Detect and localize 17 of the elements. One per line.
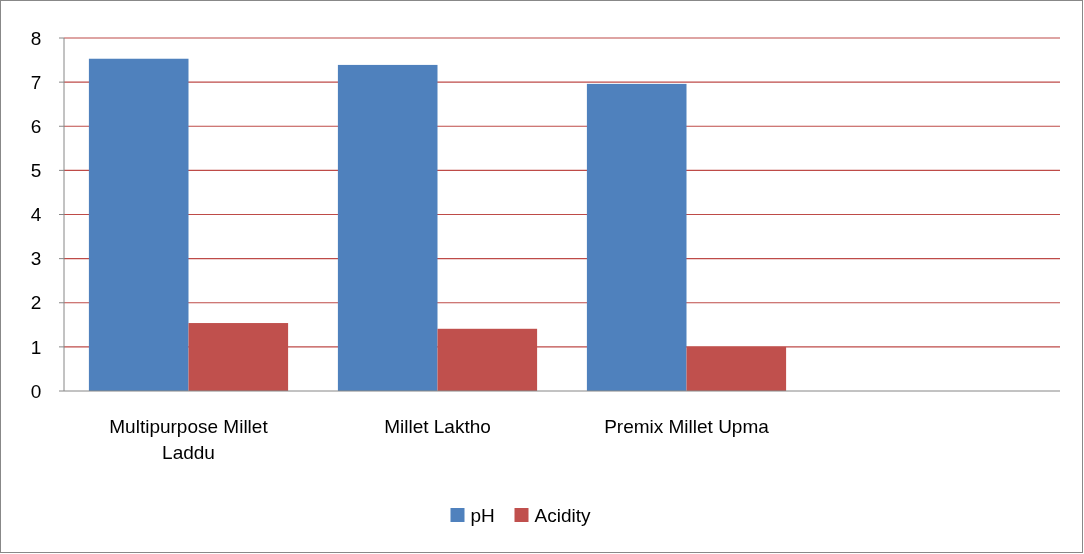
x-tick-label: Millet Laktho <box>384 416 491 437</box>
y-tick-label: 4 <box>30 204 42 226</box>
bar <box>586 83 687 391</box>
y-tick-label: 8 <box>30 27 42 49</box>
legend-label: Acidity <box>534 504 591 526</box>
y-tick-label: 2 <box>30 292 42 314</box>
y-tick-label: 3 <box>30 248 42 270</box>
y-tick-label: 0 <box>30 380 42 402</box>
y-tick-label: 7 <box>30 71 42 93</box>
y-tick-label: 1 <box>30 336 42 358</box>
bar <box>337 64 438 391</box>
y-tick-label: 6 <box>30 115 42 137</box>
bar <box>88 58 189 391</box>
x-tick-label: Premix Millet Upma <box>604 416 770 437</box>
legend-label: pH <box>470 504 495 526</box>
y-tick-label: 5 <box>30 160 42 182</box>
x-tick-label: Multipurpose Millet Laddu <box>109 416 269 463</box>
